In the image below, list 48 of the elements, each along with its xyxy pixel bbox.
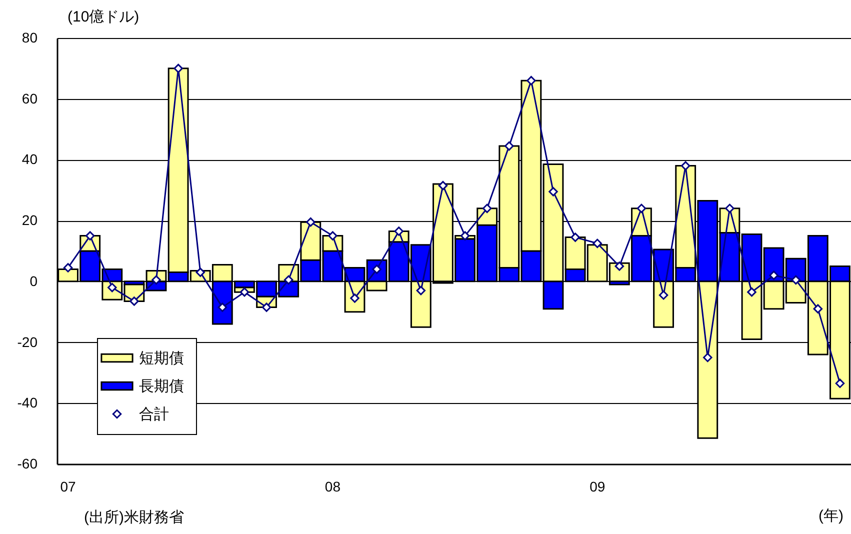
point xyxy=(328,231,338,240)
point xyxy=(680,161,690,170)
point xyxy=(614,262,624,271)
y-tick-label: 60 xyxy=(22,90,38,106)
point xyxy=(130,296,139,306)
x-axis-title: (年) xyxy=(818,508,844,524)
y-tick-label: -20 xyxy=(17,334,38,350)
point xyxy=(438,180,448,190)
point xyxy=(284,275,294,285)
point xyxy=(703,352,712,362)
point xyxy=(85,231,95,240)
text: (出所)米財務省 xyxy=(84,508,184,527)
y-axis-title: (10億ドル) xyxy=(68,8,140,26)
point xyxy=(570,232,580,242)
point xyxy=(791,275,800,285)
x-tick-label: 07 xyxy=(60,478,76,494)
point xyxy=(526,76,536,86)
point xyxy=(504,141,514,151)
y-tick-label: 40 xyxy=(22,151,38,168)
point xyxy=(769,270,778,280)
y-tick-label: 0 xyxy=(30,272,38,289)
point xyxy=(63,263,73,272)
x-tick-label: 09 xyxy=(590,478,606,494)
point xyxy=(747,287,756,297)
point xyxy=(482,204,492,214)
point xyxy=(416,286,426,296)
point xyxy=(636,204,646,214)
point xyxy=(725,204,734,214)
point xyxy=(813,304,823,314)
x-tick-label: 08 xyxy=(324,478,341,494)
point xyxy=(548,187,558,196)
legend-label: 長期債 xyxy=(139,378,184,395)
point xyxy=(835,378,845,388)
point xyxy=(240,287,250,297)
y-tick-label: -60 xyxy=(17,456,38,472)
point xyxy=(306,217,316,227)
point xyxy=(592,238,602,248)
legend-label: 短期債 xyxy=(139,350,184,367)
y-tick-label: 20 xyxy=(22,212,38,228)
legend-label: 合計 xyxy=(139,406,169,423)
point xyxy=(658,290,668,300)
point xyxy=(394,226,404,236)
point xyxy=(218,302,228,312)
y-tick-label: 80 xyxy=(22,30,38,46)
point xyxy=(460,231,470,240)
y-tick-label: -40 xyxy=(17,394,38,411)
point xyxy=(262,302,272,312)
point xyxy=(174,64,183,74)
